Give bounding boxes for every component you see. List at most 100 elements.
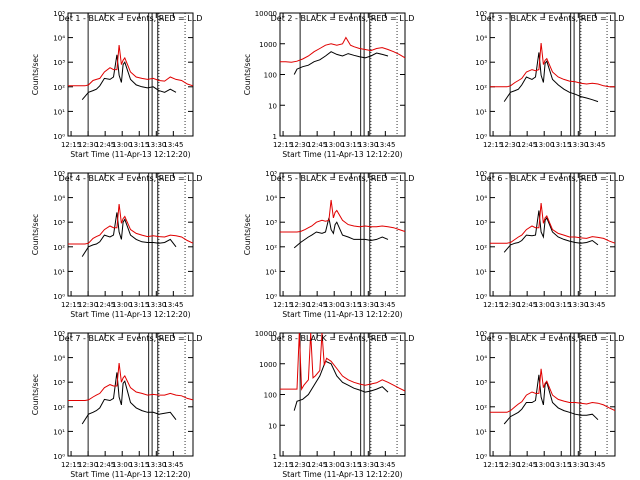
x-tick-label: 13:00 bbox=[112, 141, 132, 149]
series-lld-line bbox=[490, 368, 616, 413]
x-tick-label: 12:45 bbox=[95, 141, 115, 149]
y-tick-label: 100 bbox=[264, 72, 277, 80]
series-lld-line bbox=[280, 199, 406, 233]
y-axis-label: Counts/sec bbox=[243, 54, 252, 95]
y-tick-label: 10⁴ bbox=[475, 355, 487, 363]
series-events-line bbox=[503, 52, 599, 103]
x-tick-label: 12:30 bbox=[290, 301, 310, 309]
time-marker-bracket bbox=[159, 15, 165, 20]
y-tick-label: 10⁴ bbox=[475, 195, 487, 203]
series-lld-line bbox=[68, 203, 194, 245]
x-tick-label: 13:00 bbox=[112, 301, 132, 309]
y-tick-label: 10⁰ bbox=[475, 293, 487, 301]
x-tick-label: 13:00 bbox=[112, 461, 132, 469]
x-tick-label: 13:00 bbox=[324, 141, 344, 149]
panel-det-2: 1 10 100 1000 10000 12:1512:3012:4513:0013:15… bbox=[243, 10, 414, 159]
series-events-line bbox=[81, 372, 177, 425]
x-tick-label: 12:15 bbox=[483, 301, 503, 309]
x-tick-label: 12:15 bbox=[61, 141, 81, 149]
x-tick-label: 12:30 bbox=[500, 141, 520, 149]
y-tick-label: 1000 bbox=[259, 361, 277, 369]
series-events-line bbox=[293, 360, 389, 411]
series-events-line bbox=[503, 374, 599, 425]
series-events-line bbox=[81, 212, 177, 257]
x-tick-label: 12:45 bbox=[517, 141, 537, 149]
x-tick-label: 13:30 bbox=[568, 301, 588, 309]
panel-title: Det 3 - BLACK = Events, RED = LLD bbox=[481, 14, 625, 23]
y-tick-label: 10² bbox=[53, 244, 65, 252]
x-tick-label: 13:30 bbox=[146, 301, 166, 309]
plot-frame bbox=[489, 172, 616, 297]
y-tick-label: 10⁴ bbox=[265, 195, 277, 203]
y-tick-label: 10 bbox=[268, 102, 277, 110]
x-axis-label: Start Time (11-Apr-13 12:12:20) bbox=[70, 150, 190, 159]
x-tick-label: 13:30 bbox=[568, 141, 588, 149]
y-tick-label: 100 bbox=[264, 392, 277, 400]
x-tick-label: 13:45 bbox=[585, 141, 605, 149]
y-tick-label: 10¹ bbox=[53, 268, 65, 276]
y-tick-label: 10⁴ bbox=[53, 35, 65, 43]
x-tick-label: 13:30 bbox=[358, 141, 378, 149]
y-tick-label: 1 bbox=[273, 133, 277, 141]
x-tick-label: 13:30 bbox=[358, 301, 378, 309]
y-tick-label: 10³ bbox=[53, 219, 65, 227]
x-axis-label: Start Time (11-Apr-13 12:12:20) bbox=[282, 470, 402, 479]
y-tick-label: 10⁴ bbox=[53, 355, 65, 363]
x-tick-label: 12:45 bbox=[307, 461, 327, 469]
x-tick-label: 12:30 bbox=[78, 301, 98, 309]
panel-title: Det 8 - BLACK = Events, RED = LLD bbox=[271, 334, 415, 343]
plot-frame bbox=[67, 332, 194, 457]
x-tick-label: 13:30 bbox=[568, 461, 588, 469]
y-tick-label: 10⁰ bbox=[475, 133, 487, 141]
x-tick-label: 13:45 bbox=[163, 301, 183, 309]
y-tick-label: 10¹ bbox=[265, 268, 277, 276]
x-tick-label: 13:45 bbox=[375, 301, 395, 309]
series-lld-line bbox=[280, 332, 406, 392]
time-marker-bracket bbox=[371, 335, 377, 340]
x-tick-label: 12:45 bbox=[95, 461, 115, 469]
x-tick-label: 13:30 bbox=[358, 461, 378, 469]
y-tick-label: 10² bbox=[53, 404, 65, 412]
x-tick-label: 12:45 bbox=[517, 461, 537, 469]
time-marker-bracket bbox=[581, 15, 587, 20]
x-tick-label: 13:15 bbox=[551, 141, 571, 149]
y-tick-label: 10⁵ bbox=[53, 330, 65, 338]
panel-det-5: 10⁰10¹10²10³10⁴10⁵12:1512:3012:4513:0013… bbox=[243, 170, 414, 319]
x-tick-label: 13:15 bbox=[551, 461, 571, 469]
x-tick-label: 13:15 bbox=[129, 301, 149, 309]
panel-title: Det 7 - BLACK = Events, RED = LLD bbox=[59, 334, 203, 343]
plot-frame bbox=[279, 172, 406, 297]
panel-det-7: 10⁰10¹10²10³10⁴10⁵12:1512:3012:4513:0013… bbox=[31, 330, 202, 479]
x-tick-label: 12:15 bbox=[61, 301, 81, 309]
x-axis-label: Start Time (11-Apr-13 12:12:20) bbox=[70, 310, 190, 319]
series-events-line bbox=[81, 54, 177, 101]
x-tick-label: 13:00 bbox=[534, 461, 554, 469]
x-tick-label: 13:00 bbox=[534, 301, 554, 309]
panel-title: Det 9 - BLACK = Events, RED = LLD bbox=[481, 334, 625, 343]
time-marker-bracket bbox=[581, 175, 587, 180]
y-tick-label: 10⁵ bbox=[475, 330, 487, 338]
y-axis-label: Counts/sec bbox=[31, 54, 40, 95]
x-tick-label: 13:15 bbox=[129, 141, 149, 149]
y-tick-label: 10⁵ bbox=[53, 10, 65, 18]
x-tick-label: 13:45 bbox=[585, 461, 605, 469]
time-marker-bracket bbox=[581, 335, 587, 340]
y-tick-label: 10⁵ bbox=[475, 10, 487, 18]
x-axis-label: Start Time (11-Apr-13 12:12:20) bbox=[282, 150, 402, 159]
x-tick-label: 13:30 bbox=[146, 461, 166, 469]
x-tick-label: 13:30 bbox=[146, 141, 166, 149]
x-tick-label: 12:15 bbox=[483, 141, 503, 149]
x-tick-label: 12:30 bbox=[500, 461, 520, 469]
plot-frame bbox=[67, 172, 194, 297]
x-tick-label: 12:30 bbox=[290, 141, 310, 149]
time-marker-bracket bbox=[371, 15, 377, 20]
x-tick-label: 12:15 bbox=[483, 461, 503, 469]
x-tick-label: 12:15 bbox=[273, 301, 293, 309]
x-tick-label: 12:30 bbox=[500, 301, 520, 309]
series-events-line bbox=[503, 210, 599, 253]
series-lld-line bbox=[280, 36, 406, 63]
x-tick-label: 13:45 bbox=[163, 461, 183, 469]
y-tick-label: 10¹ bbox=[475, 428, 487, 436]
y-tick-label: 10¹ bbox=[475, 268, 487, 276]
